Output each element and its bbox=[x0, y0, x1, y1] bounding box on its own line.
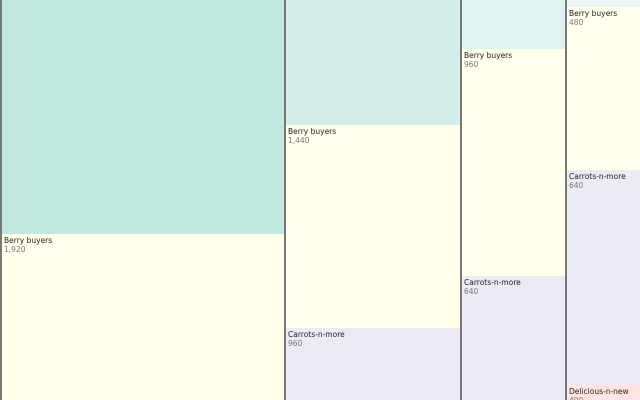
cell-label: Carrots-n-more 640 bbox=[569, 172, 626, 190]
cell-value: 960 bbox=[288, 339, 303, 348]
cell-label: Berry buyers 1,920 bbox=[4, 236, 52, 254]
treemap-cell[interactable]: Carrots-n-more 960 bbox=[286, 328, 462, 400]
treemap-cell[interactable]: Berry buyers 1,440 bbox=[286, 125, 462, 328]
cell-value: 640 bbox=[569, 181, 584, 190]
cell-value: 480 bbox=[569, 18, 584, 27]
cell-name: Carrots-n-more bbox=[288, 330, 345, 339]
cell-value: 400 bbox=[569, 396, 629, 400]
treemap-cell[interactable]: Berry buyers 1,920 bbox=[2, 234, 285, 400]
cell-name: Berry buyers bbox=[569, 9, 618, 18]
treemap-group: Berry buyers 480 Carrots-n-more 640 Deliciou… bbox=[565, 0, 640, 400]
cell-value: 640 bbox=[464, 287, 479, 296]
treemap-cell[interactable]: Carrots-n-more 640 bbox=[567, 170, 640, 385]
cell-label: Berry buyers 960 bbox=[464, 51, 512, 69]
treemap-group: Berry buyers 960 Carrots-n-more 640 bbox=[460, 0, 567, 400]
cell-name: Carrots-n-more bbox=[464, 278, 521, 287]
cell-label: Carrots-n-more 640 bbox=[464, 278, 521, 296]
cell-name: Berry buyers bbox=[288, 127, 337, 136]
treemap-cell[interactable]: Berry buyers 960 bbox=[462, 49, 567, 276]
treemap-cell[interactable]: Delicious-n-new400 bbox=[567, 385, 640, 400]
treemap-cell[interactable]: Carrots-n-more 640 bbox=[462, 276, 567, 400]
cell-name: Berry buyers bbox=[4, 236, 53, 245]
cell-value: 960 bbox=[464, 60, 479, 69]
cell-label: Berry buyers 1,440 bbox=[288, 127, 336, 145]
treemap-group: Berry buyers 1,920 bbox=[0, 0, 285, 400]
treemap-group: Berry buyers 1,440 Carrots-n-more 960 bbox=[284, 0, 462, 400]
cell-label: Delicious-n-new400 bbox=[569, 387, 629, 400]
cell-name: Carrots-n-more bbox=[569, 172, 626, 181]
cell-label: Berry buyers 480 bbox=[569, 9, 617, 27]
cell-value: 1,920 bbox=[4, 245, 26, 254]
cell-value: 1,440 bbox=[288, 136, 310, 145]
cell-name: Delicious-n-new bbox=[569, 387, 629, 396]
cell-name: Berry buyers bbox=[464, 51, 513, 60]
treemap-cell[interactable]: Berry buyers 480 bbox=[567, 7, 640, 170]
cell-label: Carrots-n-more 960 bbox=[288, 330, 345, 348]
